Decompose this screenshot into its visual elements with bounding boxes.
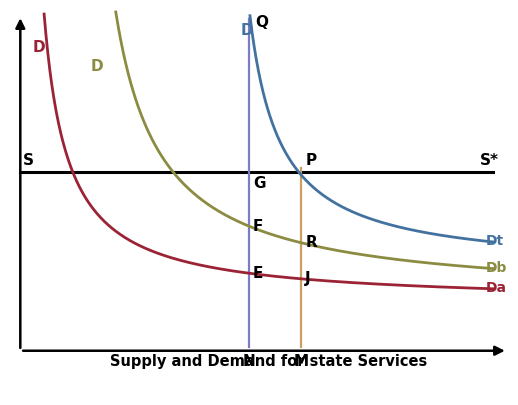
- Text: S*: S*: [480, 153, 499, 168]
- Text: M: M: [294, 354, 309, 369]
- Text: P: P: [305, 153, 316, 168]
- Text: Supply and Demand for state Services: Supply and Demand for state Services: [110, 354, 427, 369]
- Text: J: J: [305, 271, 311, 286]
- Text: R: R: [305, 235, 317, 250]
- Text: Dt: Dt: [485, 234, 503, 247]
- Text: D: D: [33, 40, 46, 55]
- Text: Q: Q: [255, 15, 268, 30]
- Text: Da: Da: [485, 281, 506, 295]
- Text: D: D: [240, 23, 253, 38]
- Text: G: G: [253, 176, 266, 191]
- Text: N: N: [242, 354, 255, 369]
- Text: F: F: [253, 219, 264, 234]
- Text: Db: Db: [485, 261, 507, 275]
- Text: E: E: [253, 266, 264, 281]
- Text: D: D: [91, 59, 104, 74]
- Text: S: S: [23, 153, 34, 168]
